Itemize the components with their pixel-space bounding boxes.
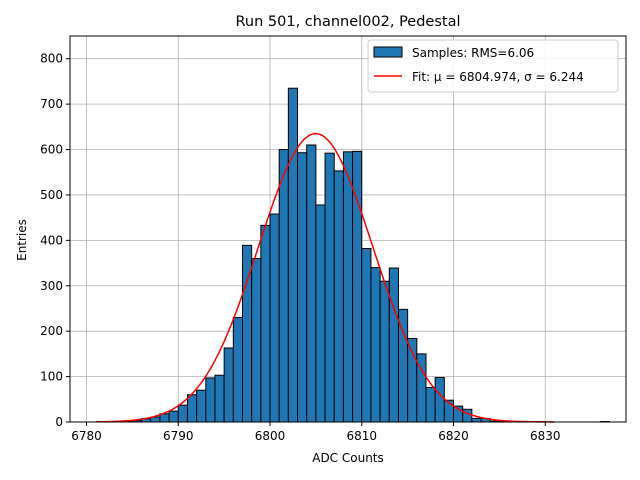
y-tick-label: 600 [40, 143, 63, 157]
histogram-bar [223, 347, 234, 423]
x-axis-ticks: 6780 6790 6800 6810 6820 6830 [71, 422, 561, 443]
histogram-bar [205, 377, 216, 423]
histogram-bar [306, 144, 317, 423]
histogram-bar [269, 213, 280, 423]
histogram-bar [214, 374, 225, 423]
x-tick-label: 6780 [71, 429, 102, 443]
histogram-bar [471, 417, 482, 423]
x-tick-label: 6810 [346, 429, 377, 443]
histogram-bar [177, 404, 188, 423]
y-tick-label: 200 [40, 324, 63, 338]
gaussian-fit-curve [95, 132, 555, 423]
chart-title: Run 501, channel002, Pedestal [235, 14, 460, 30]
legend-box [367, 39, 619, 93]
histogram-bar [297, 152, 308, 423]
y-tick-label: 400 [40, 233, 63, 247]
histogram-bar [425, 386, 436, 423]
y-tick-label: 300 [40, 279, 63, 293]
histogram-bar [168, 410, 179, 423]
y-tick-label: 800 [40, 52, 63, 66]
y-axis-ticks: 0 100 200 300 400 500 600 700 800 [40, 52, 70, 429]
histogram-bar [397, 308, 409, 423]
histogram-bar [434, 376, 445, 423]
histogram-bar [370, 267, 381, 423]
legend-histogram-label: Samples: RMS=6.06 [412, 46, 534, 60]
histogram-bar [324, 152, 335, 423]
y-tick-label: 700 [40, 97, 63, 111]
x-axis-label: ADC Counts [312, 451, 384, 465]
x-tick-label: 6790 [163, 429, 194, 443]
histogram-bar [379, 280, 390, 423]
histogram-bar [333, 170, 344, 423]
x-tick-label: 6820 [438, 429, 469, 443]
y-tick-label: 0 [55, 415, 63, 429]
x-tick-label: 6830 [530, 429, 561, 443]
histogram-bar [342, 151, 354, 423]
histogram-bar [361, 248, 372, 423]
histogram-bar [278, 149, 289, 423]
legend: Samples: RMS=6.06 Fit: μ = 6804.974, σ =… [367, 39, 619, 93]
y-axis-label: Entries [15, 219, 29, 261]
histogram-bar [232, 317, 243, 423]
legend-histogram-swatch [373, 46, 403, 58]
plot-frame [69, 35, 627, 423]
histogram-bar [315, 204, 326, 423]
histogram-bars [122, 87, 610, 423]
histogram-bar [388, 267, 399, 423]
histogram-bar [287, 87, 299, 423]
histogram-bar [260, 224, 271, 423]
histogram-bar [251, 258, 262, 423]
y-tick-label: 500 [40, 188, 63, 202]
histogram-bar [186, 394, 198, 423]
histogram-bar [196, 389, 207, 423]
y-tick-label: 100 [40, 370, 63, 384]
x-tick-label: 6800 [255, 429, 286, 443]
legend-fit-label: Fit: μ = 6804.974, σ = 6.244 [412, 70, 584, 84]
